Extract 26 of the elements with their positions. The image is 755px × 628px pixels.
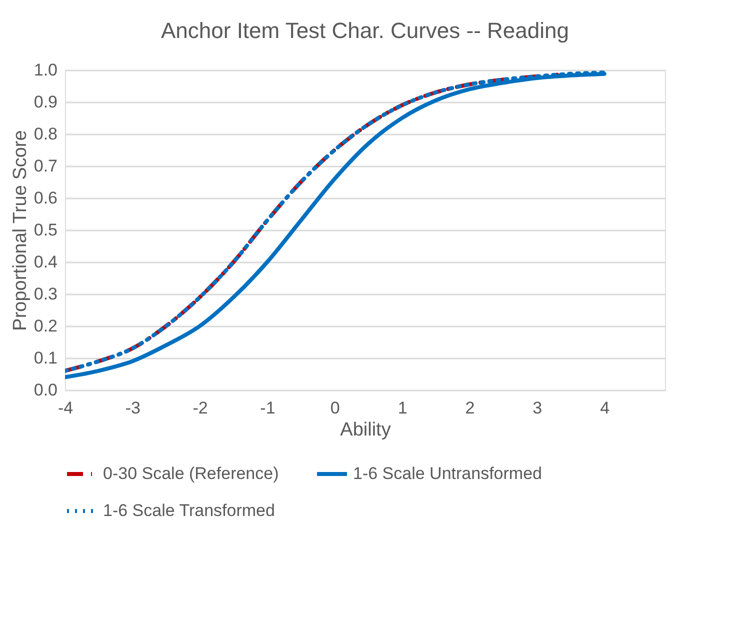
y-tick-label: 0.3 [34, 284, 58, 304]
y-tick-label: 0.1 [34, 348, 58, 368]
x-tick-label: 4 [600, 398, 610, 418]
chart-title: Anchor Item Test Char. Curves -- Reading [161, 18, 569, 43]
x-tick-label: -1 [260, 398, 276, 418]
x-tick-label: -4 [58, 398, 74, 418]
y-axis-title: Proportional True Score [10, 130, 31, 331]
x-tick-label: 0 [330, 398, 340, 418]
x-tick-label: 1 [398, 398, 408, 418]
y-tick-label: 0.4 [34, 252, 58, 272]
y-tick-label: 0.2 [34, 316, 58, 336]
x-tick-label: -3 [125, 398, 140, 418]
y-tick-label: 0.8 [34, 124, 58, 144]
x-tick-label: 2 [465, 398, 475, 418]
y-tick-label: 0.9 [34, 92, 58, 112]
y-tick-label: 0.6 [34, 188, 58, 208]
legend-label: 0-30 Scale (Reference) [103, 464, 279, 483]
y-tick-label: 1.0 [34, 60, 58, 80]
legend-label: 1-6 Scale Transformed [103, 501, 275, 520]
y-tick-label: 0.5 [34, 220, 58, 240]
x-axis-title: Ability [340, 420, 392, 440]
x-tick-label: 3 [532, 398, 542, 418]
legend-label: 1-6 Scale Untransformed [353, 464, 542, 483]
x-tick-label: -2 [192, 398, 208, 418]
y-tick-label: 0.7 [34, 156, 58, 176]
y-tick-label: 0.0 [34, 380, 58, 400]
